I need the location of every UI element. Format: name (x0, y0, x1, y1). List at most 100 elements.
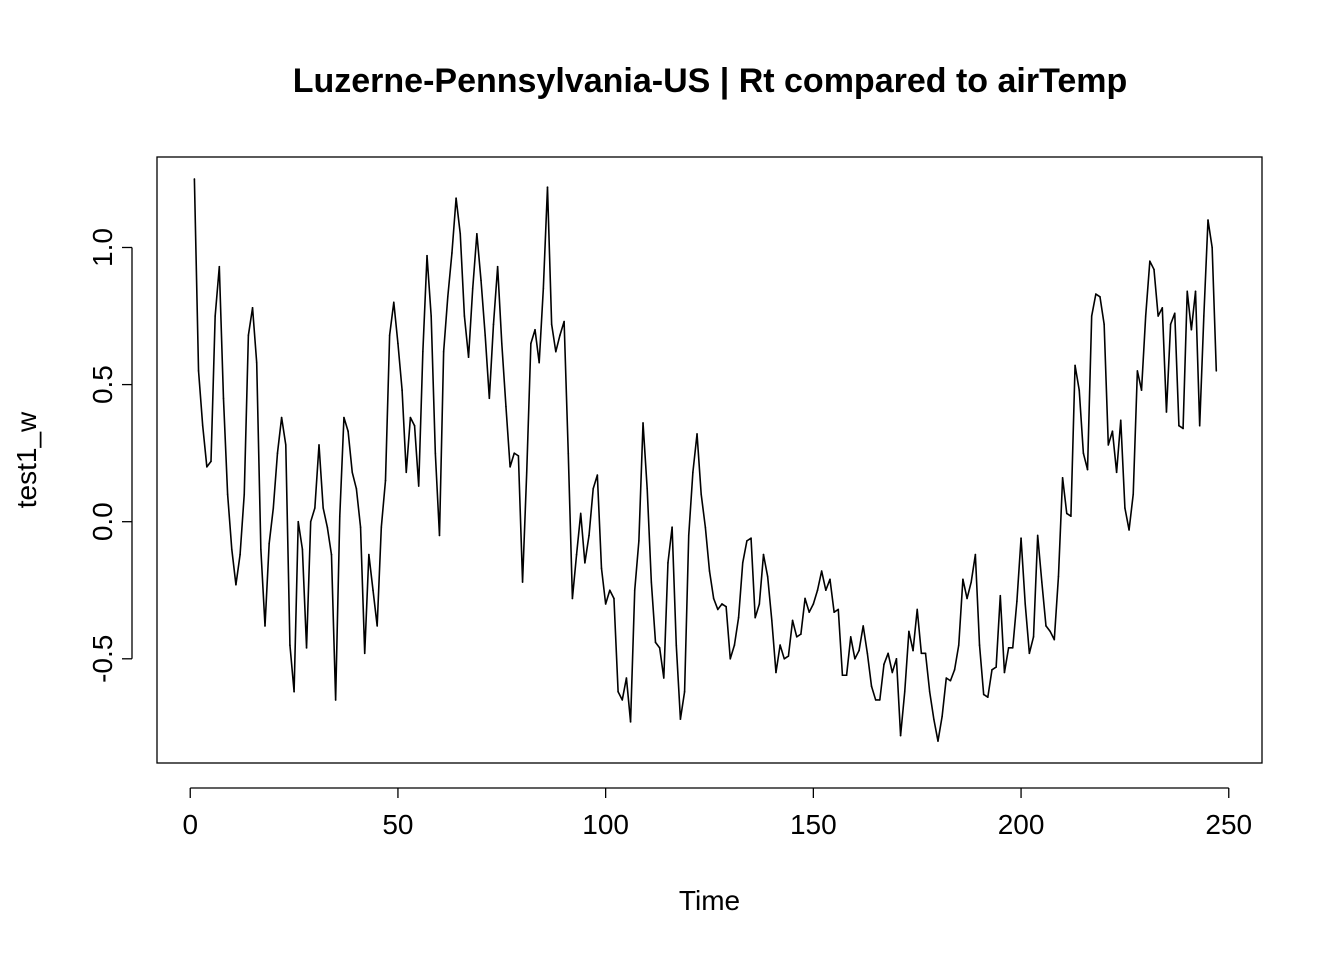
y-tick-label: 1.0 (87, 228, 118, 267)
data-point (1028, 652, 1031, 655)
data-point (887, 652, 889, 655)
data-point (264, 625, 266, 627)
data-point (1132, 493, 1135, 496)
data-point (301, 548, 304, 550)
data-point (1186, 290, 1189, 293)
data-point (991, 668, 993, 671)
data-point (1194, 290, 1197, 293)
x-axis-label: Time (679, 885, 740, 916)
data-point (272, 507, 275, 509)
data-point (422, 350, 424, 353)
data-point (1011, 647, 1014, 649)
data-point (579, 512, 582, 515)
data-point (841, 674, 844, 677)
data-point (621, 699, 624, 701)
data-point (1036, 534, 1039, 537)
y-tick-label: -0.5 (87, 635, 118, 683)
data-point (197, 370, 200, 372)
data-point (1041, 581, 1043, 583)
data-point (521, 581, 524, 583)
data-point (1074, 364, 1076, 367)
chart-title: Luzerne-Pennsylvania-US | Rt compared to… (293, 62, 1128, 100)
data-point (895, 658, 898, 660)
data-point (210, 460, 212, 463)
data-point (1057, 575, 1060, 578)
data-point (737, 616, 740, 619)
data-point (509, 466, 511, 468)
data-point (293, 690, 295, 693)
data-point (206, 466, 208, 468)
data-point (343, 416, 345, 419)
data-point (962, 578, 964, 581)
data-point (1173, 312, 1176, 315)
data-point (368, 553, 370, 556)
data-point (405, 471, 408, 474)
data-point (1090, 315, 1093, 317)
data-point (305, 647, 308, 649)
data-point (1153, 268, 1155, 271)
data-point (538, 361, 540, 364)
data-point (775, 671, 777, 674)
data-point (795, 636, 798, 638)
data-point (1136, 370, 1139, 372)
data-point (322, 507, 324, 509)
data-point (750, 537, 752, 539)
data-point (642, 422, 644, 424)
data-point (613, 597, 615, 600)
data-point (941, 715, 943, 718)
data-point (970, 581, 973, 583)
y-axis-label: test1_w (11, 411, 42, 508)
data-point (650, 581, 653, 583)
data-point (222, 397, 225, 400)
data-point (530, 342, 532, 345)
data-point (446, 296, 449, 298)
data-point (779, 644, 781, 646)
data-point (1182, 427, 1184, 430)
data-point (924, 652, 927, 655)
data-point (463, 315, 466, 317)
data-point (297, 520, 300, 523)
data-point (1061, 477, 1064, 479)
data-point (1165, 411, 1168, 413)
data-point (351, 471, 354, 474)
data-point (326, 526, 329, 528)
data-point (1124, 507, 1126, 509)
data-point (849, 636, 852, 638)
data-point (1007, 647, 1010, 649)
data-point (376, 625, 378, 627)
data-point (1082, 452, 1085, 454)
data-point (1095, 293, 1097, 295)
data-point (471, 287, 474, 290)
data-point (289, 644, 291, 646)
data-point (388, 334, 391, 337)
x-tick-label: 100 (582, 809, 629, 840)
data-point (966, 597, 968, 600)
data-point (1211, 246, 1213, 249)
x-tick-label: 0 (182, 809, 198, 840)
data-point (816, 589, 819, 592)
data-point (658, 647, 661, 649)
data-point (505, 405, 507, 408)
data-point (1215, 370, 1218, 372)
data-point (920, 652, 923, 655)
data-point (646, 487, 648, 490)
data-point (995, 666, 997, 668)
data-point (903, 690, 906, 693)
data-point (193, 178, 196, 180)
data-point (957, 644, 960, 646)
data-point (604, 603, 607, 605)
data-point (633, 589, 636, 592)
data-point (891, 671, 894, 674)
data-point (854, 658, 856, 660)
data-point (671, 526, 673, 528)
data-point (1049, 630, 1051, 633)
data-point (692, 471, 694, 474)
data-point (717, 608, 719, 611)
data-point (762, 553, 765, 556)
data-point (729, 658, 732, 660)
data-point (845, 674, 848, 677)
data-point (1207, 219, 1209, 221)
data-point (625, 677, 628, 679)
plot-frame (156, 156, 1263, 764)
data-point (226, 493, 229, 496)
